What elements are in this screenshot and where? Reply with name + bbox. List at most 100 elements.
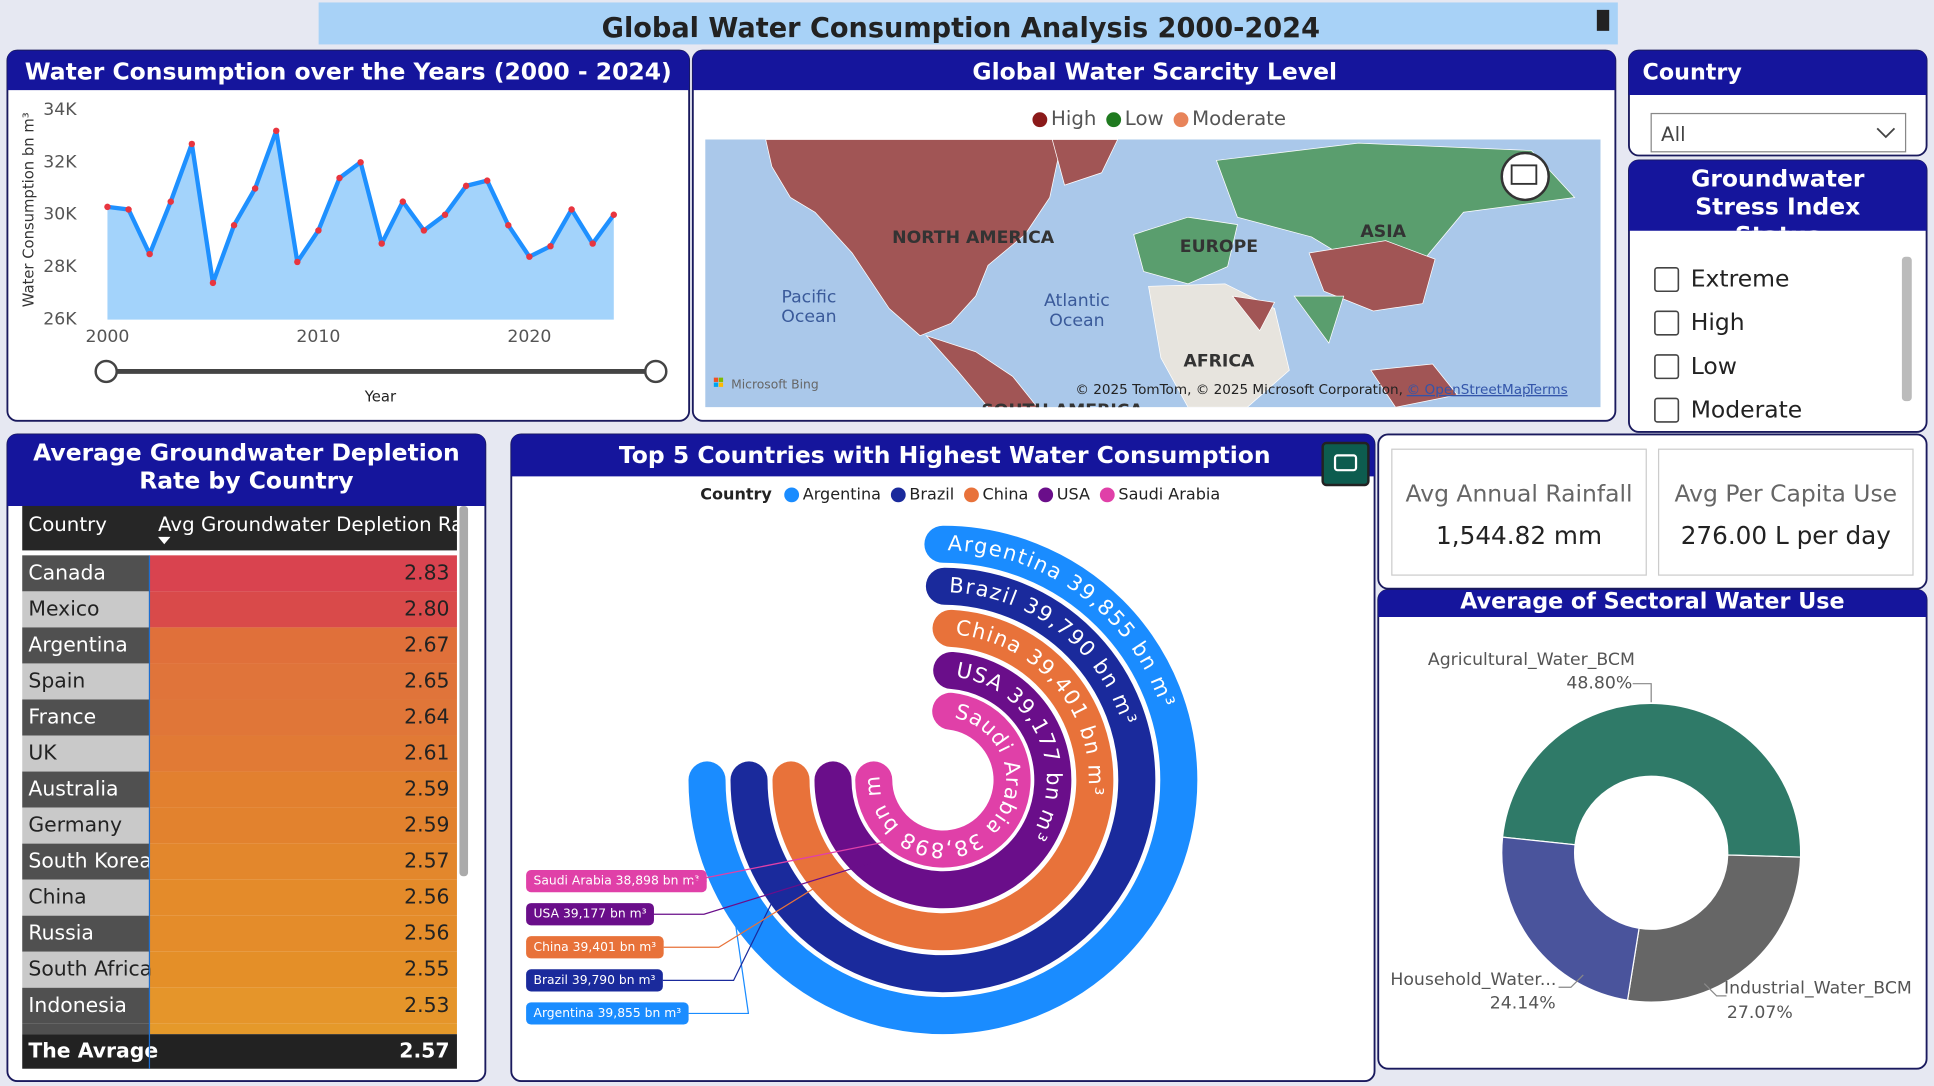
slice-label: Agricultural_Water_BCM xyxy=(1428,650,1635,670)
checkbox-label: Low xyxy=(1691,352,1737,380)
region-high xyxy=(1308,240,1436,312)
marker xyxy=(357,159,364,166)
country-cell xyxy=(22,663,150,700)
region-high xyxy=(925,334,1038,408)
marker xyxy=(526,253,533,260)
value-cell xyxy=(149,987,457,1024)
visual-icon[interactable] xyxy=(1321,441,1370,487)
donut-panel-header xyxy=(1378,589,1927,618)
slider-handle[interactable] xyxy=(94,359,118,384)
logo-square xyxy=(713,377,719,382)
cell-value: 2.56 xyxy=(404,921,449,945)
cell-country: Argentina xyxy=(28,632,127,656)
legend-dot xyxy=(1173,112,1189,128)
y-tick-label: 28K xyxy=(43,257,77,277)
callout-label: Saudi Arabia 38,898 bn m³ xyxy=(534,874,700,888)
partial-row xyxy=(149,1023,457,1035)
checkbox[interactable] xyxy=(1654,354,1680,380)
cell-value: 2.53 xyxy=(404,993,449,1017)
cell-country: China xyxy=(28,885,86,909)
legend-label: Brazil xyxy=(909,484,954,503)
region-label: SOUTH AMERICA xyxy=(981,401,1143,421)
region-low xyxy=(1215,142,1576,266)
cell-value: 2.64 xyxy=(404,705,449,729)
checkbox-label: High xyxy=(1691,308,1745,336)
ocean-label: Atlantic Ocean xyxy=(1044,291,1110,331)
callout-leader xyxy=(653,862,871,915)
legend-dot xyxy=(1106,112,1122,128)
country-cell xyxy=(22,879,150,916)
partial-row xyxy=(22,1023,150,1035)
slice-leader xyxy=(1703,983,1727,997)
country-cell xyxy=(22,807,150,844)
country-cell xyxy=(22,627,150,664)
radial-bar xyxy=(688,525,1198,1035)
callout xyxy=(526,870,707,893)
cell-country: South Korea xyxy=(28,849,151,873)
radial-bar xyxy=(814,651,1072,909)
country-cell xyxy=(22,771,150,808)
legend-dot xyxy=(784,487,800,503)
checkbox-label: Moderate xyxy=(1691,395,1803,423)
slider-handle[interactable] xyxy=(644,359,668,384)
country-cell xyxy=(22,591,150,628)
legend-dot xyxy=(1099,487,1115,503)
area xyxy=(107,130,614,320)
region-label: AFRICA xyxy=(1183,352,1255,372)
total-row xyxy=(22,1034,457,1069)
slicer-title: Groundwater Stress Index Status xyxy=(1691,165,1865,230)
marker xyxy=(547,242,554,250)
checkbox[interactable] xyxy=(1654,310,1680,336)
value-cell xyxy=(149,879,457,916)
callout xyxy=(526,936,664,959)
cell-value: 2.56 xyxy=(404,885,449,909)
marker xyxy=(505,222,512,229)
line-panel-header xyxy=(7,50,690,91)
marker xyxy=(230,222,238,229)
region-high xyxy=(1051,139,1119,186)
marker xyxy=(483,177,491,184)
marker xyxy=(294,258,301,266)
country-cell xyxy=(22,699,150,736)
callout-leader xyxy=(663,879,829,948)
slice-label: Household_Water... xyxy=(1390,970,1556,990)
region-label: EUROPE xyxy=(1180,237,1258,257)
cell-country: France xyxy=(28,705,96,729)
checkbox[interactable] xyxy=(1654,397,1680,423)
legend-label: Moderate xyxy=(1192,107,1286,130)
table-title: Average Groundwater Depletion Rate by Co… xyxy=(33,439,460,495)
card xyxy=(1657,448,1914,576)
callout-leader xyxy=(662,885,781,981)
country-cell xyxy=(22,987,150,1024)
logo-square xyxy=(718,382,724,387)
marker xyxy=(462,182,470,190)
legend-title: Country xyxy=(700,484,772,503)
marker xyxy=(399,198,407,205)
legend-dot xyxy=(890,487,906,503)
map-panel-header xyxy=(692,50,1616,91)
map-terms-link: Terms xyxy=(1527,382,1568,398)
x-axis-label: Year xyxy=(364,388,397,405)
marker xyxy=(441,211,449,218)
card-label: Avg Annual Rainfall xyxy=(1406,479,1633,507)
value-cell xyxy=(149,663,457,700)
radial-bar xyxy=(772,609,1114,951)
checkbox[interactable] xyxy=(1654,266,1680,293)
legend-label: Saudi Arabia xyxy=(1118,484,1220,503)
value-cell xyxy=(149,951,457,988)
legend-label: USA xyxy=(1057,484,1090,503)
map: NORTH AMERICA EUROPE ASIA AFRICA Pacific Oce… xyxy=(705,139,1601,421)
value-cell xyxy=(149,627,457,664)
legend-label: Low xyxy=(1125,107,1164,130)
column-header: Avg Groundwater Depletion Rate xyxy=(158,513,483,536)
logo-square xyxy=(713,382,719,387)
logo-square xyxy=(718,377,724,382)
dropdown[interactable] xyxy=(1650,112,1907,153)
slice-value: 27.07% xyxy=(1727,1003,1793,1023)
cell-country: Mexico xyxy=(28,596,99,620)
region-label: NORTH AMERICA xyxy=(892,228,1055,248)
map-focus-icon[interactable] xyxy=(1500,151,1550,202)
banner-icon xyxy=(1596,9,1610,31)
slice-leader xyxy=(1632,683,1652,703)
